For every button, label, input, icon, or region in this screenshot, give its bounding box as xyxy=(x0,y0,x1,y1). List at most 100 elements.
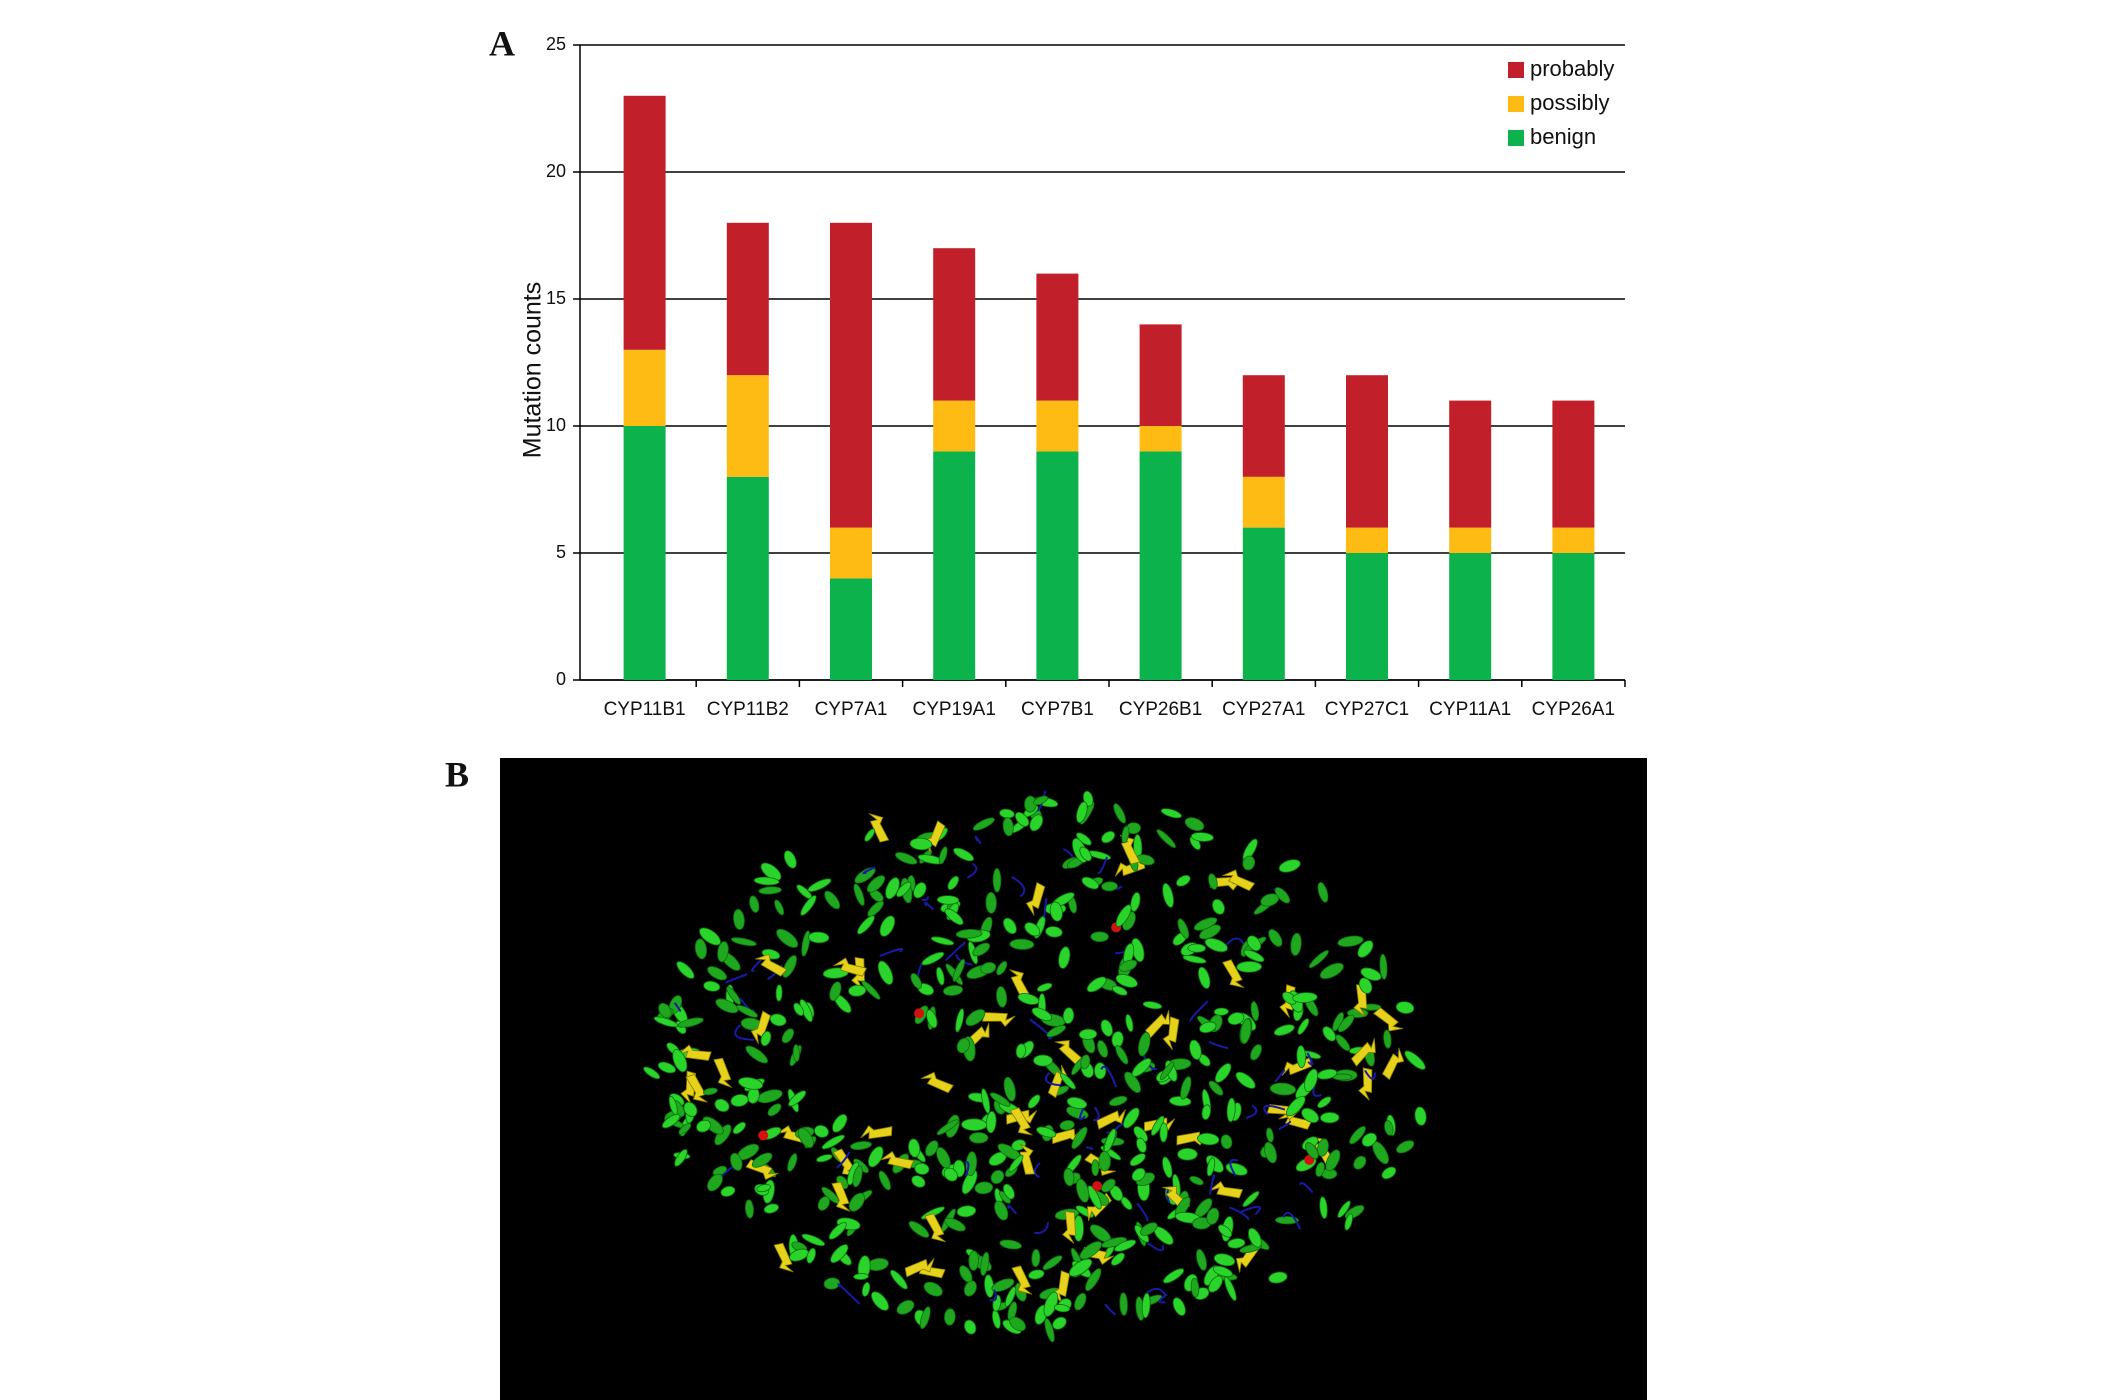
helix xyxy=(1060,1073,1076,1090)
helix xyxy=(1242,855,1256,871)
helix xyxy=(871,1291,889,1311)
helix xyxy=(974,1181,994,1195)
coil xyxy=(924,901,934,911)
helix xyxy=(936,966,945,986)
coil xyxy=(964,1160,970,1177)
helix xyxy=(1076,801,1088,824)
coil xyxy=(1274,1069,1286,1083)
helix xyxy=(1159,1061,1175,1081)
helix xyxy=(1197,1132,1220,1146)
legend-swatch xyxy=(1508,62,1524,78)
helix xyxy=(947,875,960,891)
helix xyxy=(1162,1156,1173,1179)
helix xyxy=(1172,1297,1186,1316)
strand xyxy=(833,957,868,977)
helix xyxy=(1080,1054,1091,1070)
coil xyxy=(1364,1069,1377,1080)
y-tick-label: 25 xyxy=(546,34,566,54)
helix xyxy=(1264,1141,1277,1164)
helix xyxy=(776,928,799,948)
helix xyxy=(1160,808,1182,819)
strand xyxy=(920,1071,954,1094)
helix xyxy=(1110,1252,1125,1266)
helix xyxy=(760,862,782,881)
helix xyxy=(672,1049,688,1073)
legend-swatch xyxy=(1508,130,1524,146)
helix xyxy=(769,1013,787,1027)
helix xyxy=(1193,917,1218,931)
helix xyxy=(878,1170,891,1191)
bar-segment xyxy=(1346,375,1388,528)
helix xyxy=(919,1306,931,1329)
helix xyxy=(1052,1316,1067,1330)
helix xyxy=(895,852,918,865)
helix xyxy=(963,1280,977,1297)
coil xyxy=(1104,1303,1117,1316)
bar-segment xyxy=(1036,273,1079,401)
helix xyxy=(775,984,783,1002)
helix xyxy=(1136,1137,1147,1153)
helix xyxy=(674,1149,688,1167)
bar-segment xyxy=(1036,400,1079,452)
helix xyxy=(1177,1147,1198,1161)
helix xyxy=(760,1030,772,1047)
helix xyxy=(1358,977,1373,994)
helix xyxy=(1212,1265,1233,1278)
helix xyxy=(1226,1097,1236,1123)
helix xyxy=(1003,917,1017,935)
coil xyxy=(1043,897,1048,919)
bar-segment xyxy=(726,476,769,680)
coil xyxy=(1241,1205,1261,1216)
helix xyxy=(989,1092,1011,1107)
helix xyxy=(921,951,945,966)
helix xyxy=(798,1127,814,1149)
helix xyxy=(1266,1127,1274,1143)
bar-segment xyxy=(1139,451,1182,680)
bar-segment xyxy=(1139,426,1182,452)
helix xyxy=(854,867,876,884)
helix xyxy=(1197,966,1211,989)
bar-segment xyxy=(1139,324,1182,426)
helix xyxy=(1236,961,1263,973)
bar-segment xyxy=(1552,527,1595,553)
helix xyxy=(848,984,867,997)
bar-segment xyxy=(933,248,976,401)
helix xyxy=(861,980,881,1000)
bar-segment xyxy=(1449,553,1492,680)
strand xyxy=(924,1213,946,1243)
heme xyxy=(1092,1181,1103,1192)
helix xyxy=(1156,829,1176,848)
helix xyxy=(774,899,785,916)
bar-segment xyxy=(1346,527,1388,553)
helix xyxy=(756,1183,772,1193)
helix xyxy=(1125,1014,1134,1033)
strand xyxy=(868,813,890,843)
helix xyxy=(1322,1026,1336,1042)
helix xyxy=(1079,1241,1102,1260)
helix xyxy=(1414,1106,1427,1126)
helix xyxy=(658,1002,672,1019)
helix xyxy=(965,1009,986,1027)
helix xyxy=(1337,1200,1351,1218)
helix xyxy=(1111,985,1128,996)
strand xyxy=(1054,1040,1084,1065)
helix xyxy=(1044,1318,1055,1343)
helix xyxy=(943,985,964,996)
helix xyxy=(1085,1268,1102,1292)
helix xyxy=(832,1113,848,1133)
strand xyxy=(1353,984,1368,1017)
x-tick-label: CYP11A1 xyxy=(1429,699,1511,720)
helix xyxy=(964,1319,977,1335)
helix xyxy=(908,1138,921,1158)
helix xyxy=(1115,904,1132,927)
helix xyxy=(1118,959,1138,972)
helix xyxy=(1115,1045,1129,1065)
helix xyxy=(972,942,991,957)
helix xyxy=(955,1008,965,1033)
helix xyxy=(731,937,757,947)
helix xyxy=(1273,1024,1295,1036)
coil xyxy=(1141,1052,1158,1071)
bar-segment xyxy=(623,426,666,680)
helix xyxy=(930,936,955,946)
